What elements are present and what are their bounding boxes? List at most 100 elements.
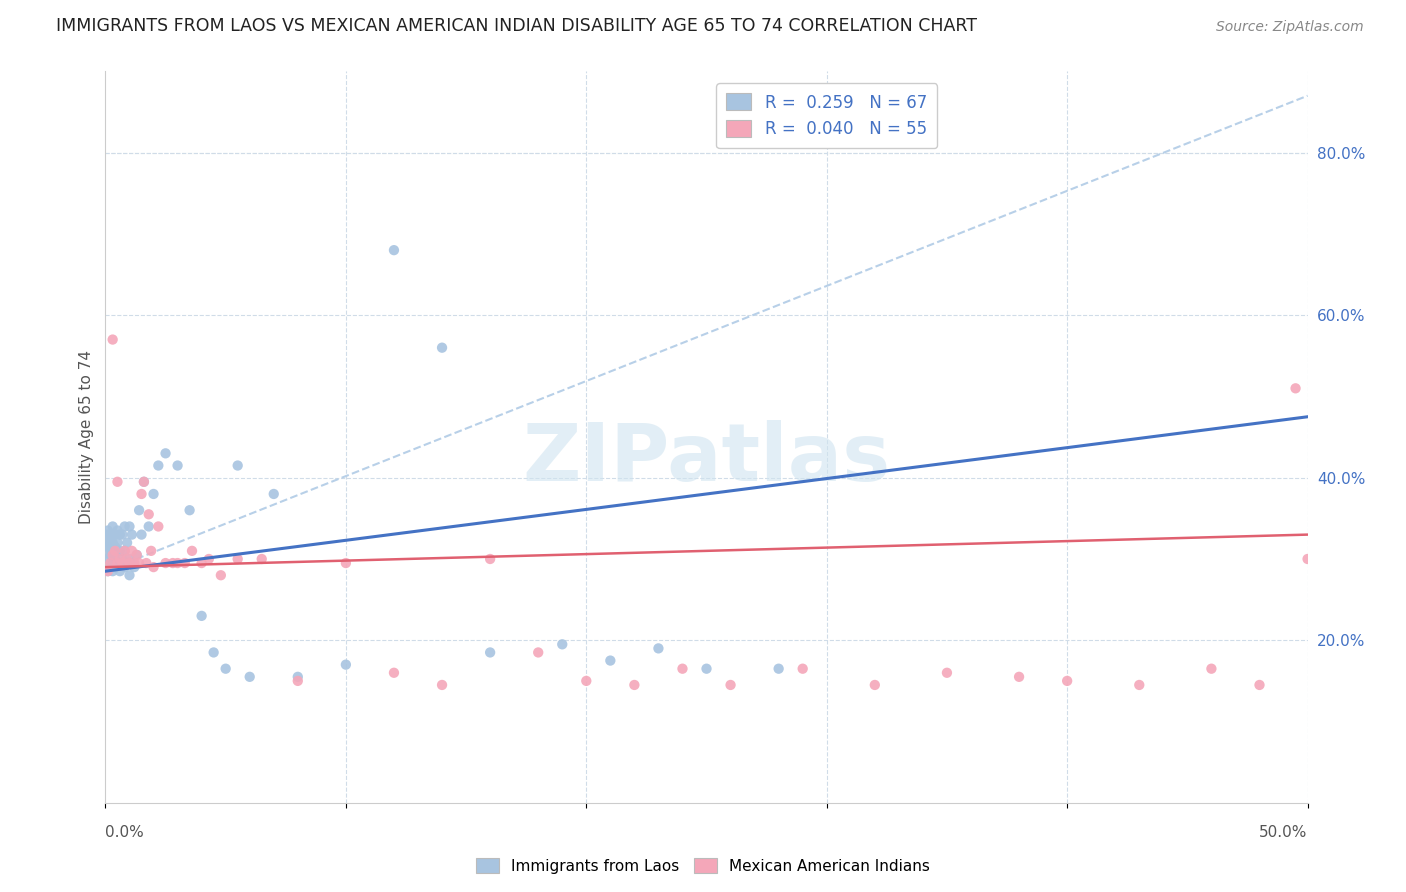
- Point: [97, 527, 120, 541]
- Point: [142, 560, 165, 574]
- Point: [209, 568, 232, 582]
- Point: [135, 556, 157, 570]
- Point: [101, 519, 124, 533]
- Point: [214, 662, 236, 676]
- Text: 50.0%: 50.0%: [1260, 825, 1308, 839]
- Point: [121, 527, 143, 541]
- Text: Source: ZipAtlas.com: Source: ZipAtlas.com: [1216, 21, 1364, 34]
- Point: [101, 564, 124, 578]
- Point: [148, 458, 170, 473]
- Point: [647, 641, 669, 656]
- Point: [104, 544, 127, 558]
- Point: [97, 564, 120, 578]
- Point: [198, 552, 221, 566]
- Point: [239, 670, 262, 684]
- Point: [98, 548, 121, 562]
- Point: [104, 560, 127, 574]
- Point: [162, 556, 184, 570]
- Point: [148, 519, 170, 533]
- Point: [1309, 552, 1331, 566]
- Point: [696, 662, 718, 676]
- Point: [190, 608, 212, 623]
- Point: [101, 535, 124, 549]
- Point: [1008, 670, 1031, 684]
- Point: [132, 475, 155, 489]
- Point: [115, 556, 138, 570]
- Point: [263, 487, 285, 501]
- Point: [131, 527, 153, 541]
- Point: [142, 487, 165, 501]
- Point: [1056, 673, 1078, 688]
- Point: [671, 662, 693, 676]
- Point: [125, 548, 148, 562]
- Point: [101, 548, 124, 562]
- Point: [121, 544, 143, 558]
- Point: [139, 544, 162, 558]
- Point: [98, 556, 121, 570]
- Point: [1320, 552, 1343, 566]
- Point: [1296, 552, 1319, 566]
- Point: [125, 548, 148, 562]
- Point: [124, 556, 146, 570]
- Point: [173, 556, 195, 570]
- Point: [792, 662, 814, 676]
- Legend: R =  0.259   N = 67, R =  0.040   N = 55: R = 0.259 N = 67, R = 0.040 N = 55: [717, 83, 936, 148]
- Point: [107, 556, 129, 570]
- Point: [114, 544, 136, 558]
- Point: [108, 564, 131, 578]
- Point: [111, 556, 134, 570]
- Point: [863, 678, 886, 692]
- Point: [97, 535, 120, 549]
- Point: [181, 544, 204, 558]
- Point: [335, 657, 357, 672]
- Point: [599, 654, 621, 668]
- Point: [166, 556, 188, 570]
- Legend: Immigrants from Laos, Mexican American Indians: Immigrants from Laos, Mexican American I…: [470, 852, 936, 880]
- Point: [202, 645, 225, 659]
- Point: [114, 544, 136, 558]
- Point: [101, 527, 124, 541]
- Point: [623, 678, 645, 692]
- Point: [132, 475, 155, 489]
- Text: 0.0%: 0.0%: [105, 825, 145, 839]
- Point: [250, 552, 273, 566]
- Point: [118, 556, 141, 570]
- Point: [179, 503, 201, 517]
- Point: [114, 519, 136, 533]
- Point: [98, 544, 121, 558]
- Point: [720, 678, 742, 692]
- Text: IMMIGRANTS FROM LAOS VS MEXICAN AMERICAN INDIAN DISABILITY AGE 65 TO 74 CORRELAT: IMMIGRANTS FROM LAOS VS MEXICAN AMERICAN…: [56, 17, 977, 35]
- Point: [107, 535, 129, 549]
- Point: [226, 458, 249, 473]
- Point: [1128, 678, 1150, 692]
- Point: [138, 508, 160, 522]
- Point: [101, 556, 124, 570]
- Point: [108, 544, 131, 558]
- Point: [128, 556, 150, 570]
- Point: [1201, 662, 1223, 676]
- Point: [108, 552, 131, 566]
- Point: [155, 556, 177, 570]
- Point: [190, 556, 212, 570]
- Point: [104, 552, 127, 566]
- Point: [111, 527, 134, 541]
- Point: [430, 341, 453, 355]
- Point: [128, 503, 150, 517]
- Point: [131, 487, 153, 501]
- Point: [551, 637, 574, 651]
- Point: [97, 540, 120, 554]
- Point: [107, 544, 129, 558]
- Point: [98, 527, 121, 541]
- Point: [115, 535, 138, 549]
- Point: [382, 665, 405, 680]
- Point: [98, 560, 121, 574]
- Point: [1284, 381, 1306, 395]
- Point: [226, 552, 249, 566]
- Point: [287, 670, 309, 684]
- Point: [107, 475, 129, 489]
- Point: [97, 552, 120, 566]
- Point: [430, 678, 453, 692]
- Text: ZIPatlas: ZIPatlas: [523, 420, 890, 498]
- Point: [98, 535, 121, 549]
- Point: [111, 552, 134, 566]
